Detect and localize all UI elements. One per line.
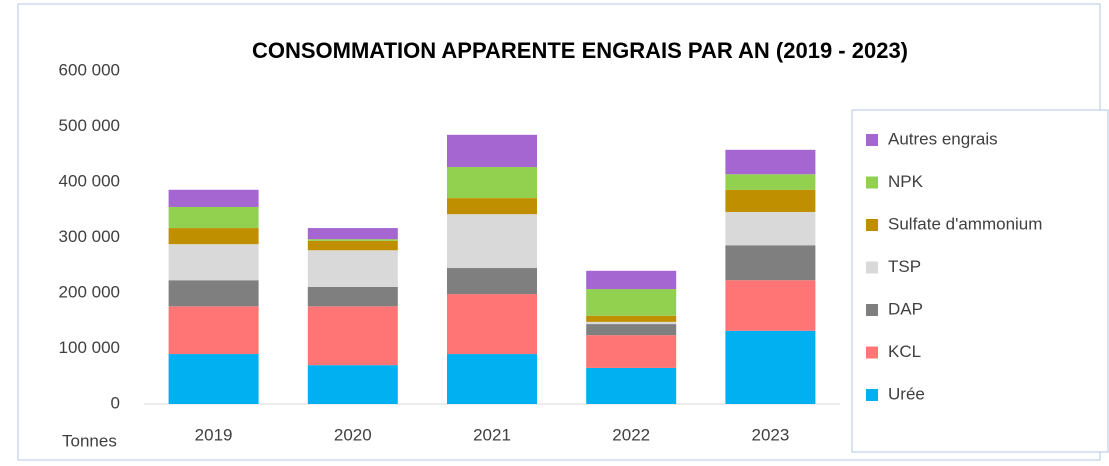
x-tick-label: 2022 — [612, 425, 650, 444]
y-tick-label: 600 000 — [59, 60, 120, 79]
bar-segment — [725, 330, 816, 404]
legend-frame — [851, 109, 1109, 453]
bar-segment — [725, 189, 816, 212]
bar-segment — [725, 245, 816, 281]
bar-segment — [586, 324, 677, 336]
bar-segment — [168, 244, 259, 281]
legend-label: DAP — [888, 299, 923, 318]
legend-swatch — [866, 176, 878, 189]
bar-segment — [447, 134, 537, 168]
bar-segment — [307, 239, 398, 241]
bar-segment — [447, 268, 537, 295]
bar-segment — [307, 365, 398, 404]
bar-segment — [586, 321, 677, 325]
legend-swatch — [866, 219, 878, 231]
bar-segment — [447, 167, 537, 199]
bar-segment — [447, 198, 537, 215]
y-tick-label: 500 000 — [59, 116, 120, 135]
bar-segment — [307, 250, 398, 287]
bar-segment — [168, 306, 259, 355]
bar-segment — [168, 280, 259, 307]
bar-segment — [447, 354, 537, 404]
bar-segment — [586, 289, 677, 316]
legend-swatch — [866, 261, 878, 274]
legend-label: KCL — [888, 342, 921, 361]
bar-segment — [307, 306, 398, 366]
bar-segment — [586, 270, 677, 290]
legend-label: Sulfate d'ammonium — [888, 214, 1042, 233]
bar-segment — [168, 189, 259, 207]
legend-label: Urée — [888, 384, 925, 403]
legend-swatch — [866, 134, 878, 146]
y-tick-label: 300 000 — [59, 227, 120, 246]
x-tick-label: 2019 — [195, 425, 233, 444]
bar-segment — [447, 294, 537, 355]
bar-segment — [586, 335, 677, 368]
legend-label: Autres engrais — [888, 129, 998, 148]
y-axis-label: Tonnes — [62, 431, 117, 450]
bar-segment — [307, 286, 398, 307]
bar-segment — [725, 174, 816, 190]
y-tick-label: 0 — [111, 393, 120, 412]
bar-segment — [307, 240, 398, 251]
y-tick-label: 100 000 — [59, 338, 120, 357]
bar-segment — [725, 280, 816, 331]
legend-label: NPK — [888, 172, 924, 191]
bar-segment — [725, 211, 816, 246]
bar-segment — [168, 354, 259, 404]
bar-segment — [725, 149, 816, 175]
bar-segment — [168, 228, 259, 245]
chart-title: CONSOMMATION APPARENTE ENGRAIS PAR AN (2… — [252, 38, 908, 63]
bar-segment — [168, 206, 259, 229]
legend-swatch — [866, 304, 878, 316]
x-tick-label: 2023 — [751, 425, 789, 444]
legend-swatch — [866, 389, 878, 401]
x-tick-label: 2021 — [473, 425, 511, 444]
x-tick-label: 2020 — [334, 425, 372, 444]
bar-segment — [307, 228, 398, 240]
y-tick-label: 200 000 — [59, 282, 120, 301]
bar-segment — [447, 214, 537, 269]
legend-swatch — [866, 346, 878, 359]
legend-label: TSP — [888, 257, 921, 276]
y-tick-label: 400 000 — [59, 171, 120, 190]
bar-segment — [586, 367, 677, 404]
bar-segment — [586, 315, 677, 322]
